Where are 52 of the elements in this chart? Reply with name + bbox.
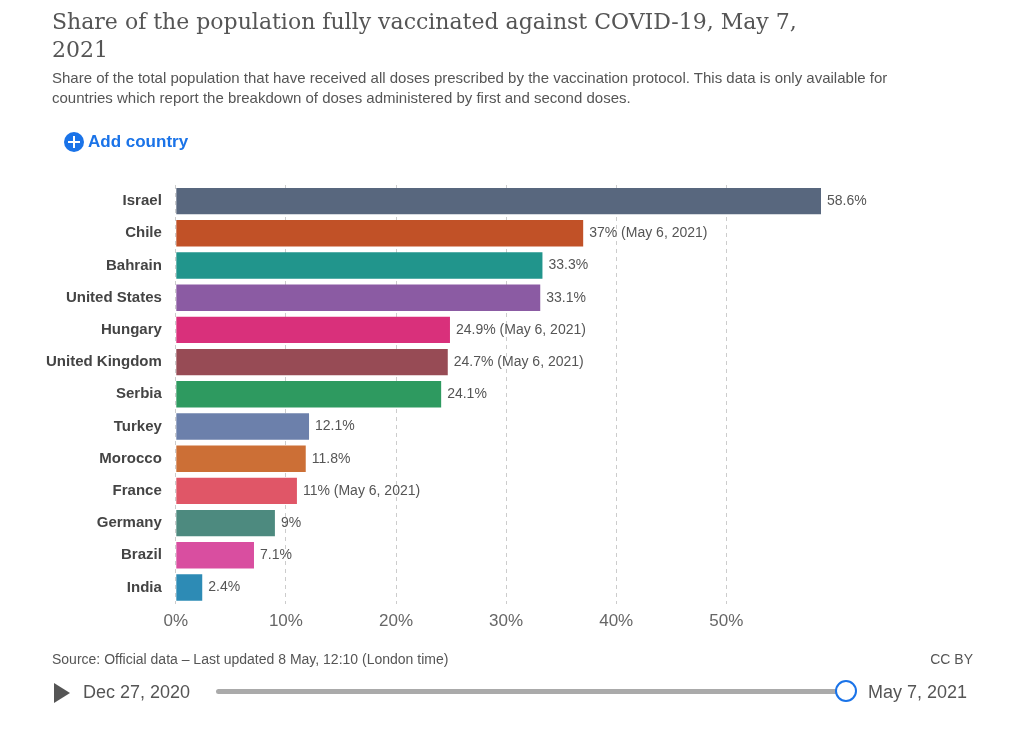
bar: [176, 509, 275, 537]
bar: [176, 477, 297, 505]
y-tick-label: Brazil: [120, 545, 162, 563]
bar: [176, 413, 310, 440]
x-tick-label: 40%: [599, 611, 634, 631]
bar: [176, 187, 821, 215]
data-label: 9%: [280, 513, 302, 530]
y-tick-label: United States: [65, 287, 162, 305]
chart-subtitle: Share of the total population that have received all doses prescribed by the vaccination protocol. This data is only available for countries which report the breakdown of doses administered by first and second doses.: [52, 68, 889, 108]
x-tick-label: 0%: [163, 611, 189, 631]
data-label: 7.1%: [259, 546, 292, 563]
x-tick-label: 10%: [268, 611, 303, 631]
text: May 7, 2021: [868, 682, 968, 703]
y-tick-label: Bahrain: [105, 255, 162, 273]
text: CC BY: [930, 651, 973, 667]
data-label: 37% (May 6, 2021): [589, 224, 708, 241]
chart-title: Share of the population fully vaccinated against COVID-19, May 7, 2021: [52, 8, 798, 64]
data-label: 33.3%: [548, 256, 589, 273]
bar: [176, 574, 203, 601]
y-tick-label: India: [126, 577, 163, 595]
data-label: 24.1%: [447, 385, 487, 402]
y-tick-label: France: [112, 481, 162, 499]
data-label: 11.8%: [311, 449, 351, 466]
bar: [176, 284, 541, 311]
data-label: 12.1%: [315, 417, 355, 434]
y-tick-label: Chile: [125, 223, 162, 241]
x-tick-label: 50%: [709, 611, 744, 631]
x-tick-label: 30%: [489, 611, 524, 631]
data-label: 11% (May 6, 2021): [302, 481, 421, 498]
y-tick-label: Israel: [122, 191, 162, 209]
data-label: 24.7% (May 6, 2021): [453, 352, 584, 369]
data-label: 24.9% (May 6, 2021): [455, 320, 586, 337]
data-label: 33.1%: [546, 288, 586, 305]
bar: [176, 542, 254, 569]
bar: [176, 445, 306, 472]
bar: [176, 316, 450, 344]
bar: [176, 348, 448, 376]
y-tick-label: Hungary: [100, 320, 163, 338]
y-tick-label: Turkey: [113, 416, 163, 434]
text: Dec 27, 2020: [83, 682, 191, 703]
y-tick-label: Germany: [96, 513, 163, 531]
text: Add country: [88, 132, 189, 152]
bar: [176, 220, 584, 247]
y-tick-label: United Kingdom: [45, 352, 162, 370]
bar: [176, 381, 442, 408]
y-tick-label: Serbia: [115, 384, 163, 402]
data-label: 2.4%: [208, 578, 241, 595]
bar: [176, 252, 543, 279]
x-tick-label: 20%: [379, 611, 414, 631]
source-note: Source: Official data – Last updated 8 May, 12:10 (London time): [52, 651, 449, 667]
y-tick-label: Morocco: [99, 448, 162, 466]
data-label: 58.6%: [827, 191, 867, 208]
